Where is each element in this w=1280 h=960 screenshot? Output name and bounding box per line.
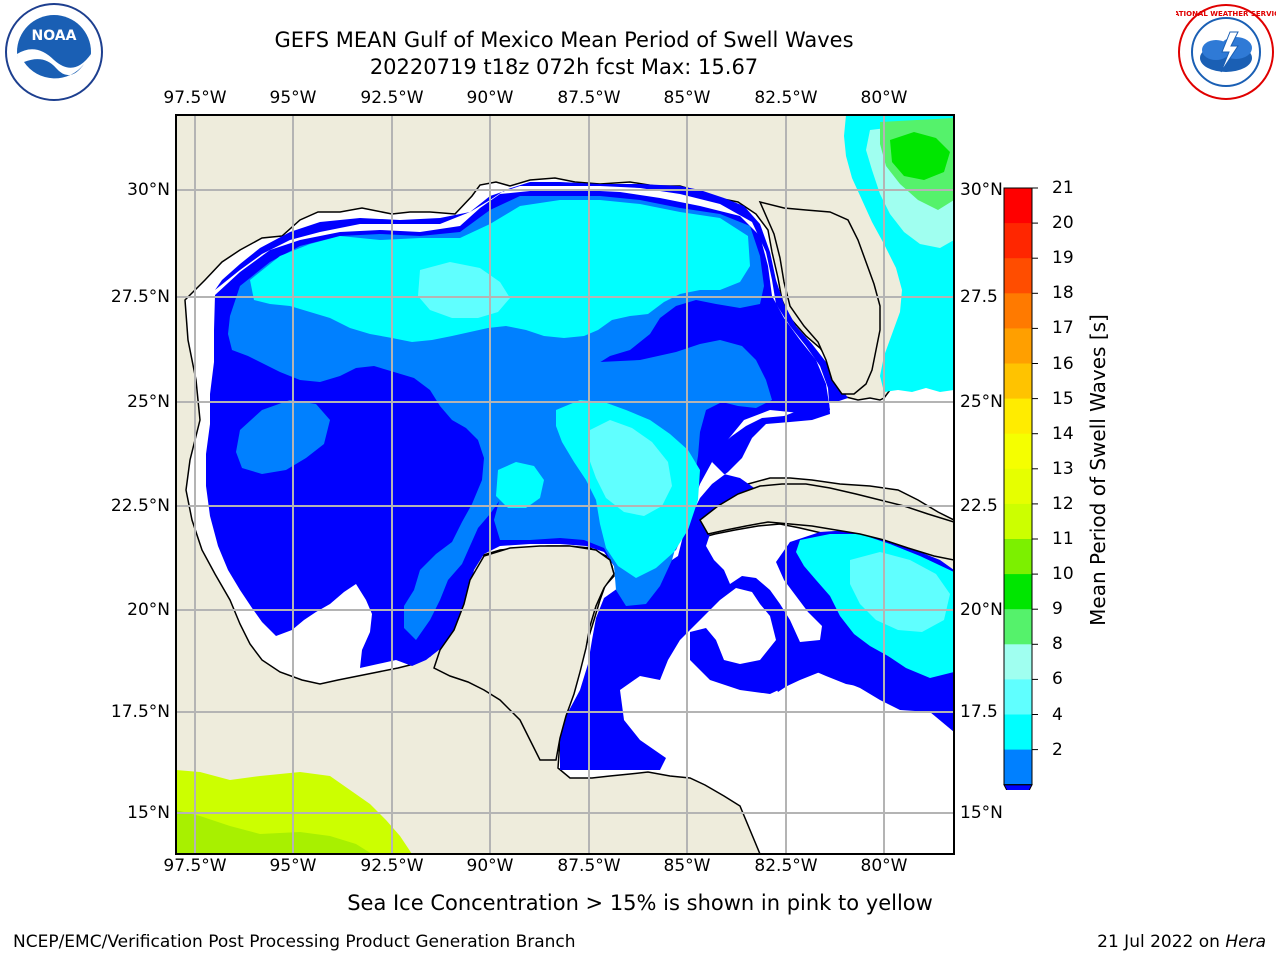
footer-date: 21 Jul 2022 on Hera (1097, 932, 1266, 952)
lon-tick-top: 85°W (663, 88, 711, 108)
colorbar-tick-label: 17 (1052, 318, 1074, 339)
cuba-land (699, 483, 954, 561)
footer-host: Hera (1225, 932, 1266, 952)
lon-tick-bottom: 82.5°W (754, 856, 818, 876)
colorbar-tick-label: 20 (1052, 213, 1074, 234)
colorbar-extend-arrow (1003, 784, 1033, 790)
swell-contour-4-6s-west (236, 400, 330, 474)
lat-tick-left: 25°N (127, 392, 170, 412)
colorbar-band (1004, 223, 1032, 259)
colorbar-band (1004, 574, 1032, 610)
colorbar-band (1004, 714, 1032, 751)
lon-tick-top: 92.5°W (360, 88, 424, 108)
lat-tick-left: 17.5°N (110, 702, 170, 722)
lon-tick-top: 90°W (466, 88, 514, 108)
footer-date-text: 21 Jul 2022 on (1097, 932, 1226, 952)
colorbar-tick-label: 6 (1052, 669, 1063, 690)
yucatan-land (433, 545, 615, 761)
colorbar-tick-label: 18 (1052, 283, 1074, 304)
lat-tick-left: 30°N (127, 180, 170, 200)
colorbar-tick-label: 21 (1052, 178, 1074, 198)
map-subtitle: 20220719 t18z 072h fcst Max: 15.67 (369, 55, 759, 79)
colorbar-tick-label: 4 (1052, 704, 1063, 725)
lat-tick-left: 27.5°N (110, 287, 170, 307)
colorbar (1003, 187, 1038, 790)
colorbar-tick-label: 12 (1052, 493, 1074, 514)
lon-tick-bottom: 90°W (466, 856, 514, 876)
lat-tick-right: 17.5 (960, 702, 998, 722)
colorbar-tick-label: 14 (1052, 423, 1074, 444)
swell-contour-caribbean-8-9s (850, 552, 950, 632)
colorbar-band (1004, 188, 1032, 224)
colorbar-band (1004, 293, 1032, 329)
noaa-logo: NOAA (4, 2, 104, 102)
lat-tick-left: 22.5°N (110, 496, 170, 516)
swell-contour-8-9s-south (588, 420, 672, 516)
colorbar-tick-label: 13 (1052, 458, 1074, 479)
colorbar-band (1004, 644, 1032, 680)
lat-tick-right: 15°N (960, 803, 1003, 823)
colorbar-band (1004, 258, 1032, 294)
swell-contour-8-9s (418, 262, 510, 318)
colorbar-band (1004, 468, 1032, 505)
swell-contour-atlantic-10-11s (890, 132, 950, 180)
lon-tick-bottom: 95°W (269, 856, 317, 876)
colorbar-band (1004, 363, 1032, 400)
lon-tick-top: 97.5°W (163, 88, 227, 108)
lat-tick-right: 27.5 (960, 287, 998, 307)
lat-tick-left: 15°N (127, 803, 170, 823)
lon-tick-bottom: 85°W (663, 856, 711, 876)
lon-tick-bottom: 92.5°W (360, 856, 424, 876)
nws-ring-text: NATIONAL WEATHER SERVICE (1176, 10, 1276, 18)
colorbar-tick-label: 16 (1052, 353, 1074, 374)
colorbar-band (1004, 609, 1032, 645)
swell-contour-6-8s-center (496, 462, 544, 508)
colorbar-tick-label: 8 (1052, 634, 1063, 655)
colorbar-tick-label: 2 (1052, 739, 1063, 760)
sea-ice-note: Sea Ice Concentration > 15% is shown in … (347, 891, 933, 915)
colorbar-tick-label: 15 (1052, 388, 1074, 409)
colorbar-band (1004, 503, 1032, 540)
noaa-logo-text: NOAA (32, 28, 77, 44)
colorbar-band (1004, 398, 1032, 435)
colorbar-tick-label: 10 (1052, 564, 1074, 585)
lat-tick-right: 25°N (960, 392, 1003, 412)
colorbar-band (1004, 328, 1032, 364)
lon-tick-bottom: 97.5°W (163, 856, 227, 876)
lat-tick-right: 22.5 (960, 496, 998, 516)
colorbar-tick-label: 9 (1052, 599, 1063, 620)
colorbar-frame (1003, 187, 1033, 786)
lon-tick-top: 87.5°W (557, 88, 621, 108)
swell-contour-6-8s (250, 200, 750, 342)
colorbar-label: Mean Period of Swell Waves [s] (1086, 314, 1110, 626)
lat-tick-right: 20°N (960, 600, 1003, 620)
graticule (176, 115, 954, 854)
map-frame (175, 114, 955, 855)
lon-tick-top: 82.5°W (754, 88, 818, 108)
colorbar-tick-label: 11 (1052, 529, 1074, 549)
footer-credit: NCEP/EMC/Verification Post Processing Pr… (13, 932, 576, 952)
lon-tick-bottom: 87.5°W (557, 856, 621, 876)
colorbar-band (1004, 679, 1032, 715)
nws-logo: NATIONAL WEATHER SERVICE (1168, 2, 1280, 102)
colorbar-band (1004, 433, 1032, 470)
colorbar-band (1004, 539, 1032, 575)
map-title: GEFS MEAN Gulf of Mexico Mean Period of … (274, 28, 854, 52)
lon-tick-top: 95°W (269, 88, 317, 108)
lat-tick-right: 30°N (960, 180, 1003, 200)
lon-tick-top: 80°W (860, 88, 908, 108)
lon-tick-bottom: 80°W (860, 856, 908, 876)
colorbar-band (1004, 749, 1032, 786)
colorbar-tick-label: 19 (1052, 248, 1074, 269)
lat-tick-left: 20°N (127, 600, 170, 620)
pacific-region-green (176, 810, 372, 854)
